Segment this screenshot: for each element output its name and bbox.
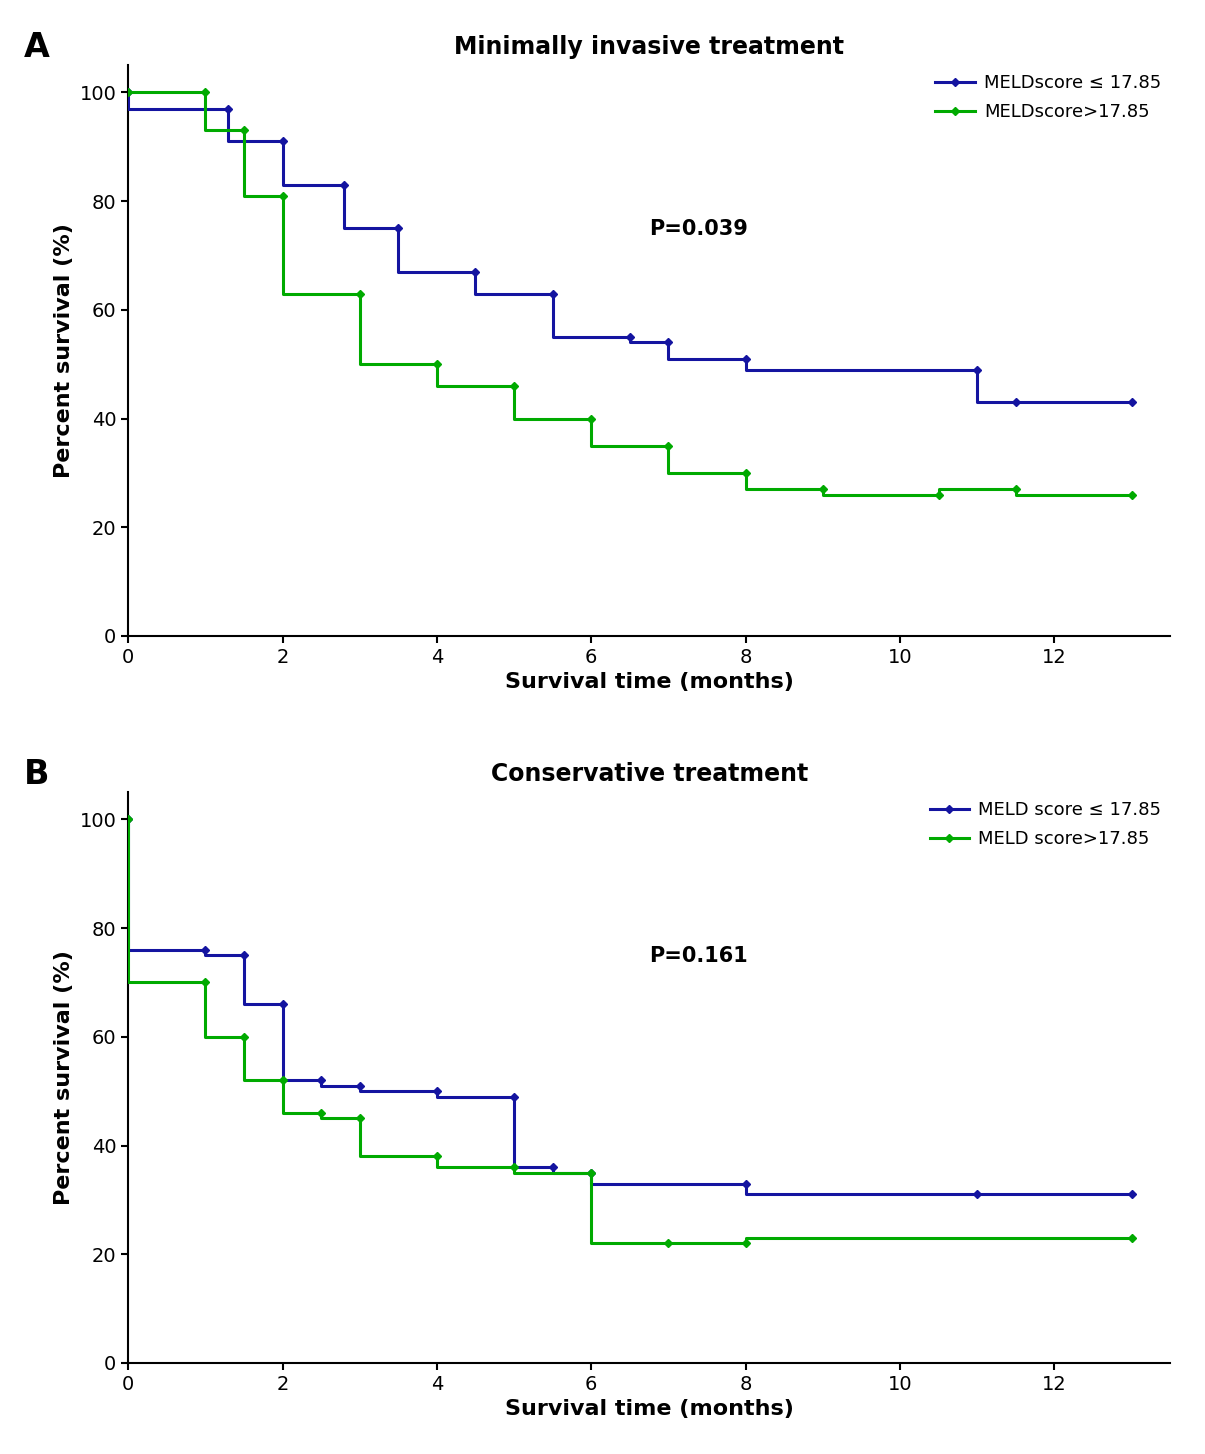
X-axis label: Survival time (months): Survival time (months) (505, 1399, 794, 1419)
Y-axis label: Percent survival (%): Percent survival (%) (54, 949, 74, 1205)
Legend: MELD score ≤ 17.85, MELD score>17.85: MELD score ≤ 17.85, MELD score>17.85 (929, 801, 1162, 848)
Legend: MELDscore ≤ 17.85, MELDscore>17.85: MELDscore ≤ 17.85, MELDscore>17.85 (935, 74, 1162, 121)
Title: Conservative treatment: Conservative treatment (490, 762, 807, 787)
Text: B: B (24, 758, 49, 791)
Y-axis label: Percent survival (%): Percent survival (%) (54, 222, 74, 478)
Text: P=0.161: P=0.161 (649, 947, 748, 967)
Text: A: A (24, 31, 49, 64)
Text: P=0.039: P=0.039 (649, 220, 748, 240)
Title: Minimally invasive treatment: Minimally invasive treatment (454, 35, 845, 60)
X-axis label: Survival time (months): Survival time (months) (505, 672, 794, 692)
